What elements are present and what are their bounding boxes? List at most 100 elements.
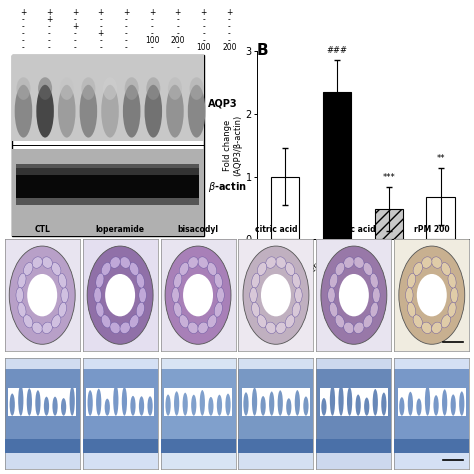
Text: +: +: [175, 8, 181, 17]
Text: -: -: [202, 29, 205, 38]
Ellipse shape: [448, 302, 456, 317]
Text: +: +: [20, 8, 27, 17]
Ellipse shape: [137, 273, 145, 288]
Ellipse shape: [286, 398, 292, 416]
Ellipse shape: [433, 395, 439, 416]
Text: 100: 100: [145, 36, 159, 45]
Bar: [242, 388, 310, 416]
Ellipse shape: [261, 274, 291, 316]
Ellipse shape: [166, 85, 184, 137]
Ellipse shape: [421, 322, 432, 334]
Bar: [82, 369, 157, 453]
Ellipse shape: [137, 302, 145, 317]
Ellipse shape: [53, 397, 58, 416]
Text: -: -: [22, 15, 25, 24]
Ellipse shape: [442, 389, 447, 416]
Text: -: -: [73, 36, 76, 45]
Ellipse shape: [122, 387, 127, 416]
Ellipse shape: [52, 315, 61, 328]
Ellipse shape: [364, 398, 369, 416]
Ellipse shape: [129, 263, 139, 275]
Ellipse shape: [441, 263, 450, 275]
Ellipse shape: [432, 257, 442, 268]
Text: **: **: [437, 155, 445, 164]
Ellipse shape: [139, 396, 144, 416]
Text: -: -: [48, 43, 51, 52]
Ellipse shape: [413, 263, 422, 275]
Text: -: -: [176, 43, 179, 52]
Text: +: +: [46, 8, 53, 17]
Ellipse shape: [276, 257, 286, 268]
Ellipse shape: [96, 273, 104, 288]
Ellipse shape: [459, 392, 465, 416]
Ellipse shape: [9, 393, 15, 416]
Ellipse shape: [24, 315, 33, 328]
Ellipse shape: [252, 302, 260, 317]
Text: malic acid: malic acid: [332, 225, 376, 234]
Ellipse shape: [381, 392, 386, 416]
Ellipse shape: [207, 315, 217, 328]
Bar: [238, 439, 313, 453]
Bar: [161, 369, 236, 453]
Ellipse shape: [335, 315, 345, 328]
Ellipse shape: [147, 396, 153, 416]
Text: +: +: [123, 8, 129, 17]
Ellipse shape: [179, 263, 189, 275]
Ellipse shape: [225, 393, 231, 416]
Text: ###: ###: [327, 46, 347, 55]
Text: $\beta$-actin: $\beta$-actin: [208, 180, 247, 193]
Ellipse shape: [292, 302, 301, 317]
Ellipse shape: [257, 263, 267, 275]
Ellipse shape: [174, 392, 179, 416]
Ellipse shape: [217, 395, 222, 416]
Bar: [427, 197, 455, 239]
Text: -: -: [73, 29, 76, 38]
Bar: [323, 91, 351, 239]
Ellipse shape: [347, 387, 352, 416]
Ellipse shape: [58, 85, 75, 137]
Text: +: +: [98, 29, 104, 38]
Ellipse shape: [60, 77, 74, 100]
Text: -: -: [125, 22, 128, 31]
Text: -: -: [202, 22, 205, 31]
Ellipse shape: [329, 273, 337, 288]
Ellipse shape: [145, 85, 162, 137]
Text: -: -: [151, 22, 154, 31]
Text: -: -: [99, 36, 102, 45]
Text: CTL: CTL: [34, 225, 50, 234]
Ellipse shape: [173, 273, 182, 288]
Ellipse shape: [417, 274, 447, 316]
Ellipse shape: [321, 398, 327, 416]
Ellipse shape: [173, 302, 182, 317]
Text: AQP3: AQP3: [208, 99, 238, 109]
Ellipse shape: [217, 287, 224, 303]
Ellipse shape: [24, 263, 33, 275]
Ellipse shape: [87, 246, 153, 344]
Ellipse shape: [243, 392, 248, 416]
Ellipse shape: [335, 263, 345, 275]
Text: -: -: [73, 43, 76, 52]
Ellipse shape: [165, 246, 231, 344]
Ellipse shape: [295, 287, 302, 303]
Ellipse shape: [18, 302, 26, 317]
Ellipse shape: [406, 287, 413, 303]
Ellipse shape: [328, 287, 335, 303]
Ellipse shape: [105, 274, 135, 316]
Ellipse shape: [266, 257, 276, 268]
Ellipse shape: [278, 391, 283, 416]
Text: -: -: [73, 15, 76, 24]
Bar: [394, 439, 469, 453]
Ellipse shape: [52, 263, 61, 275]
Ellipse shape: [257, 315, 267, 328]
Ellipse shape: [321, 246, 387, 344]
Ellipse shape: [363, 263, 373, 275]
Ellipse shape: [344, 322, 354, 334]
Ellipse shape: [363, 315, 373, 328]
Ellipse shape: [36, 85, 54, 137]
Ellipse shape: [285, 315, 295, 328]
Ellipse shape: [101, 315, 111, 328]
Text: -: -: [48, 22, 51, 31]
Text: -: -: [228, 15, 231, 24]
Text: -: -: [228, 22, 231, 31]
Ellipse shape: [179, 315, 189, 328]
